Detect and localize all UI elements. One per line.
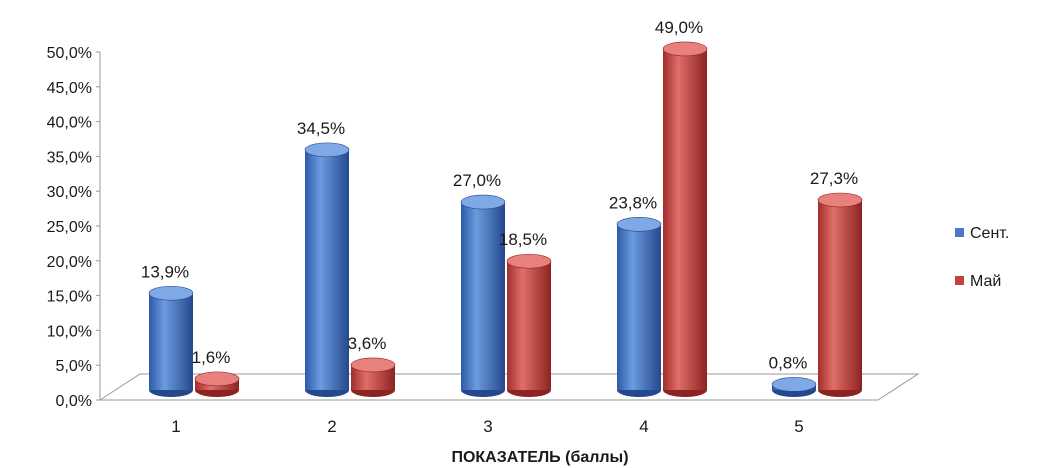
y-tick-label: 15,0% <box>47 289 92 306</box>
bar-top <box>304 142 350 158</box>
bar-may-4 <box>662 41 708 397</box>
bar-top <box>194 371 240 387</box>
y-tick-label: 50,0% <box>47 45 92 62</box>
bar-top <box>771 377 817 392</box>
data-label: 18,5% <box>499 230 547 249</box>
bar-may-5 <box>817 192 863 397</box>
x-tick-label: 2 <box>327 417 336 436</box>
x-axis-title: ПОКАЗАТЕЛЬ (баллы) <box>451 449 628 466</box>
x-tick-label: 5 <box>794 417 803 436</box>
data-label: 49,0% <box>655 18 703 37</box>
data-label: 13,9% <box>141 262 189 281</box>
y-tick-label: 40,0% <box>47 115 92 132</box>
data-label: 1,6% <box>192 348 231 367</box>
y-tick-label: 30,0% <box>47 184 92 201</box>
legend-swatch-sept <box>955 228 964 237</box>
legend: Сент. Май <box>955 225 1009 290</box>
legend-label-may: Май <box>970 273 1001 290</box>
legend-swatch-may <box>955 276 964 285</box>
bar-top <box>148 285 194 301</box>
y-axis-ticks: 0,0% 5,0% 10,0% 15,0% 20,0% 25,0% 30,0% 35,0% 40… <box>47 45 100 410</box>
x-tick-label: 1 <box>171 417 180 436</box>
data-label: 27,3% <box>810 169 858 188</box>
legend-label-sept: Сент. <box>970 225 1009 242</box>
bar-sept-5 <box>771 377 817 397</box>
y-tick-label: 20,0% <box>47 254 92 271</box>
bar-body <box>507 261 551 390</box>
bar-top <box>350 357 396 373</box>
bar-may-2 <box>350 357 396 397</box>
data-label: 34,5% <box>297 119 345 138</box>
y-tick-label: 25,0% <box>47 219 92 236</box>
bar-body <box>617 224 661 390</box>
bars <box>148 41 863 397</box>
y-tick-label: 35,0% <box>47 149 92 166</box>
bar-body <box>149 293 193 390</box>
bar-sept-1 <box>148 285 194 397</box>
x-axis-tick-labels: 1 2 3 4 5 <box>171 417 803 436</box>
y-tick-label: 45,0% <box>47 80 92 97</box>
bar-body <box>305 149 349 390</box>
bar-top <box>616 217 662 232</box>
bar-sept-3 <box>460 194 506 397</box>
bar-body <box>461 202 505 390</box>
bar-sept-4 <box>616 217 662 397</box>
bar-top <box>817 192 863 208</box>
x-tick-label: 3 <box>483 417 492 436</box>
x-tick-label: 4 <box>639 417 648 436</box>
bar-body <box>818 199 862 390</box>
bar-top <box>662 41 708 57</box>
bar-sept-2 <box>304 142 350 397</box>
data-label: 3,6% <box>348 334 387 353</box>
bar-body <box>663 48 707 391</box>
y-tick-label: 10,0% <box>47 323 92 340</box>
data-label: 27,0% <box>453 171 501 190</box>
y-tick-label: 5,0% <box>56 358 92 375</box>
data-labels: 13,9% 1,6% 34,5% 3,6% 27,0% 18,5% 23,8% 49,0% 0,… <box>141 18 858 372</box>
y-tick-label: 0,0% <box>56 393 92 410</box>
bar-top <box>460 194 506 210</box>
data-label: 0,8% <box>769 353 808 372</box>
bar-may-1 <box>194 371 240 397</box>
data-label: 23,8% <box>609 193 657 212</box>
bar-may-3 <box>506 253 552 397</box>
bar-top <box>506 253 552 269</box>
